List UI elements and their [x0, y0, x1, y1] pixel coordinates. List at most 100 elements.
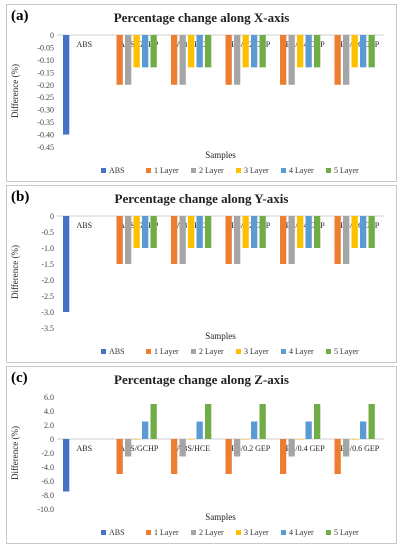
y-tick-label: -2.0 [41, 449, 54, 458]
legend-label: ABS [109, 166, 125, 175]
chart-panel-z: (c) Percentage change along Z-axis 6.0 4.… [6, 366, 397, 544]
legend-label: 1 Layer [154, 166, 179, 175]
legend-label: 2 Layer [199, 528, 224, 537]
bar-abs [63, 216, 70, 312]
x-axis-label: Samples [205, 331, 236, 341]
bar-2-layer [234, 216, 241, 264]
y-tick-label: -0.30 [37, 106, 54, 115]
bar-4-layer [142, 35, 149, 68]
bar-2-layer [234, 439, 241, 457]
y-tick-label: -4.0 [41, 463, 54, 472]
bar-5-layer [205, 35, 212, 68]
bar-3-layer [133, 216, 140, 248]
bar-1-layer [225, 35, 232, 85]
category-label: ABS/HCE [176, 444, 210, 453]
legend-label: 1 Layer [154, 528, 179, 537]
legend-swatch [146, 168, 151, 173]
y-tick-label: -0.40 [37, 131, 54, 140]
bar-3-layer [133, 439, 140, 440]
bar-3-layer [297, 35, 304, 68]
legend-label: 3 Layer [244, 347, 269, 356]
y-tick-label: -1.0 [41, 244, 54, 253]
chart-svg: 6.0 4.0 2.0 0 -2.0 -4.0 -6.0 -8.0 -10.0 ABS ABS/GC… [10, 393, 384, 537]
bar-2-layer [125, 216, 132, 264]
y-tick-label: -0.5 [41, 228, 54, 237]
bar-3-layer [188, 35, 195, 68]
bar-5-layer [150, 35, 157, 68]
category-label: ABS/GCHP [119, 444, 159, 453]
legend-swatch [101, 530, 106, 535]
bar-4-layer [305, 421, 312, 439]
legend-swatch [146, 349, 151, 354]
bar-1-layer [225, 216, 232, 264]
y-axis-label: Difference (%) [10, 426, 20, 480]
chart-svg: 0 -0.05 -0.10 -0.15 -0.20 -0.25 -0.30 -0.35 -0.4… [10, 31, 384, 175]
bar-2-layer [288, 439, 295, 457]
y-axis-label: Difference (%) [10, 64, 20, 118]
legend-label: ABS [109, 528, 125, 537]
y-tick-label: -10.0 [37, 505, 54, 514]
legend-swatch [191, 168, 196, 173]
bar-3-layer [297, 216, 304, 248]
bar-3-layer [297, 439, 304, 440]
panel-tag: (a) [11, 8, 29, 24]
bar-4-layer [360, 421, 367, 439]
bar-3-layer [242, 35, 249, 68]
legend-label: 5 Layer [334, 528, 359, 537]
bar-abs [63, 35, 70, 135]
category-label: ABS/0.2 GEP [225, 444, 270, 453]
bar-1-layer [334, 35, 341, 85]
legend-label: ABS [109, 347, 125, 356]
y-tick-label: -8.0 [41, 491, 54, 500]
x-axis-label: Samples [205, 512, 236, 522]
y-tick-label: -0.15 [37, 68, 54, 77]
bar-5-layer [205, 216, 212, 248]
bar-abs [63, 439, 70, 492]
panel-tag: (c) [11, 370, 28, 386]
bar-3-layer [351, 439, 358, 440]
legend-label: 4 Layer [289, 528, 314, 537]
bar-5-layer [259, 404, 266, 439]
bar-1-layer [171, 216, 178, 264]
y-tick-label: -0.20 [37, 81, 54, 90]
legend-swatch [191, 349, 196, 354]
bar-4-layer [251, 216, 258, 248]
bar-5-layer [368, 404, 375, 439]
bar-2-layer [234, 35, 241, 85]
y-tick-label: 0 [50, 212, 54, 221]
y-tick-label: -0.35 [37, 118, 54, 127]
legend-label: 3 Layer [244, 528, 269, 537]
legend-label: 4 Layer [289, 166, 314, 175]
y-tick-label: -0.05 [37, 43, 54, 52]
bar-4-layer [251, 421, 258, 439]
legend-swatch [236, 349, 241, 354]
category-label: ABS/0.4 GEP [280, 444, 325, 453]
bar-3-layer [351, 216, 358, 248]
bar-4-layer [360, 35, 367, 68]
y-tick-label: 4.0 [44, 407, 54, 416]
bar-1-layer [171, 35, 178, 85]
bar-2-layer [343, 439, 350, 457]
bar-2-layer [125, 439, 132, 457]
y-tick-label: -2.0 [41, 276, 54, 285]
bar-4-layer [305, 35, 312, 68]
bar-4-layer [196, 216, 203, 248]
bar-5-layer [205, 404, 212, 439]
bar-3-layer [242, 216, 249, 248]
chart-title: Percentage change along Z-axis [114, 372, 289, 387]
bar-1-layer [116, 35, 123, 85]
legend-swatch [101, 349, 106, 354]
legend-label: 2 Layer [199, 347, 224, 356]
bar-1-layer [225, 439, 232, 474]
bar-1-layer [116, 216, 123, 264]
chart-svg: 0-0.5-1.0-1.5-2.0-2.5-3.0-3.5ABSABS/GCHP… [10, 212, 384, 356]
legend-swatch [191, 530, 196, 535]
bar-4-layer [251, 35, 258, 68]
bar-4-layer [142, 216, 149, 248]
bar-1-layer [116, 439, 123, 474]
bar-5-layer [368, 35, 375, 68]
bar-5-layer [314, 216, 321, 248]
bar-4-layer [196, 421, 203, 439]
y-tick-label: 6.0 [44, 393, 54, 402]
legend-swatch [281, 349, 286, 354]
